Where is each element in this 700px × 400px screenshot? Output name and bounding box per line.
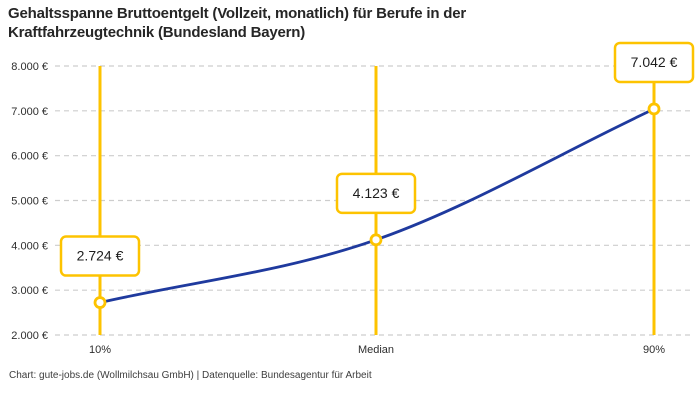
x-tick-label: Median <box>358 344 394 356</box>
value-label: 7.042 € <box>631 54 678 70</box>
y-tick-label: 7.000 € <box>11 106 48 118</box>
data-point-marker <box>93 296 107 309</box>
y-tick-label: 6.000 € <box>11 151 48 163</box>
value-label: 2.724 € <box>77 248 124 264</box>
chart-title: Gehaltsspanne Bruttoentgelt (Vollzeit, m… <box>8 5 467 41</box>
x-tick-label: 90% <box>643 344 665 356</box>
data-point-marker <box>647 102 661 116</box>
y-tick-label: 3.000 € <box>11 285 48 297</box>
chart-credit: Chart: gute-jobs.de (Wollmilchsau GmbH) … <box>9 370 372 381</box>
value-label: 4.123 € <box>353 185 400 201</box>
x-tick-label: 10% <box>89 344 111 356</box>
value-label-box <box>613 41 695 84</box>
y-tick-label: 8.000 € <box>11 61 48 73</box>
y-tick-label: 2.000 € <box>11 330 48 342</box>
data-point-marker <box>369 233 383 247</box>
value-label-box <box>59 235 141 277</box>
y-tick-label: 4.000 € <box>11 240 48 252</box>
value-label-box <box>335 172 417 215</box>
y-tick-label: 5.000 € <box>11 196 48 208</box>
